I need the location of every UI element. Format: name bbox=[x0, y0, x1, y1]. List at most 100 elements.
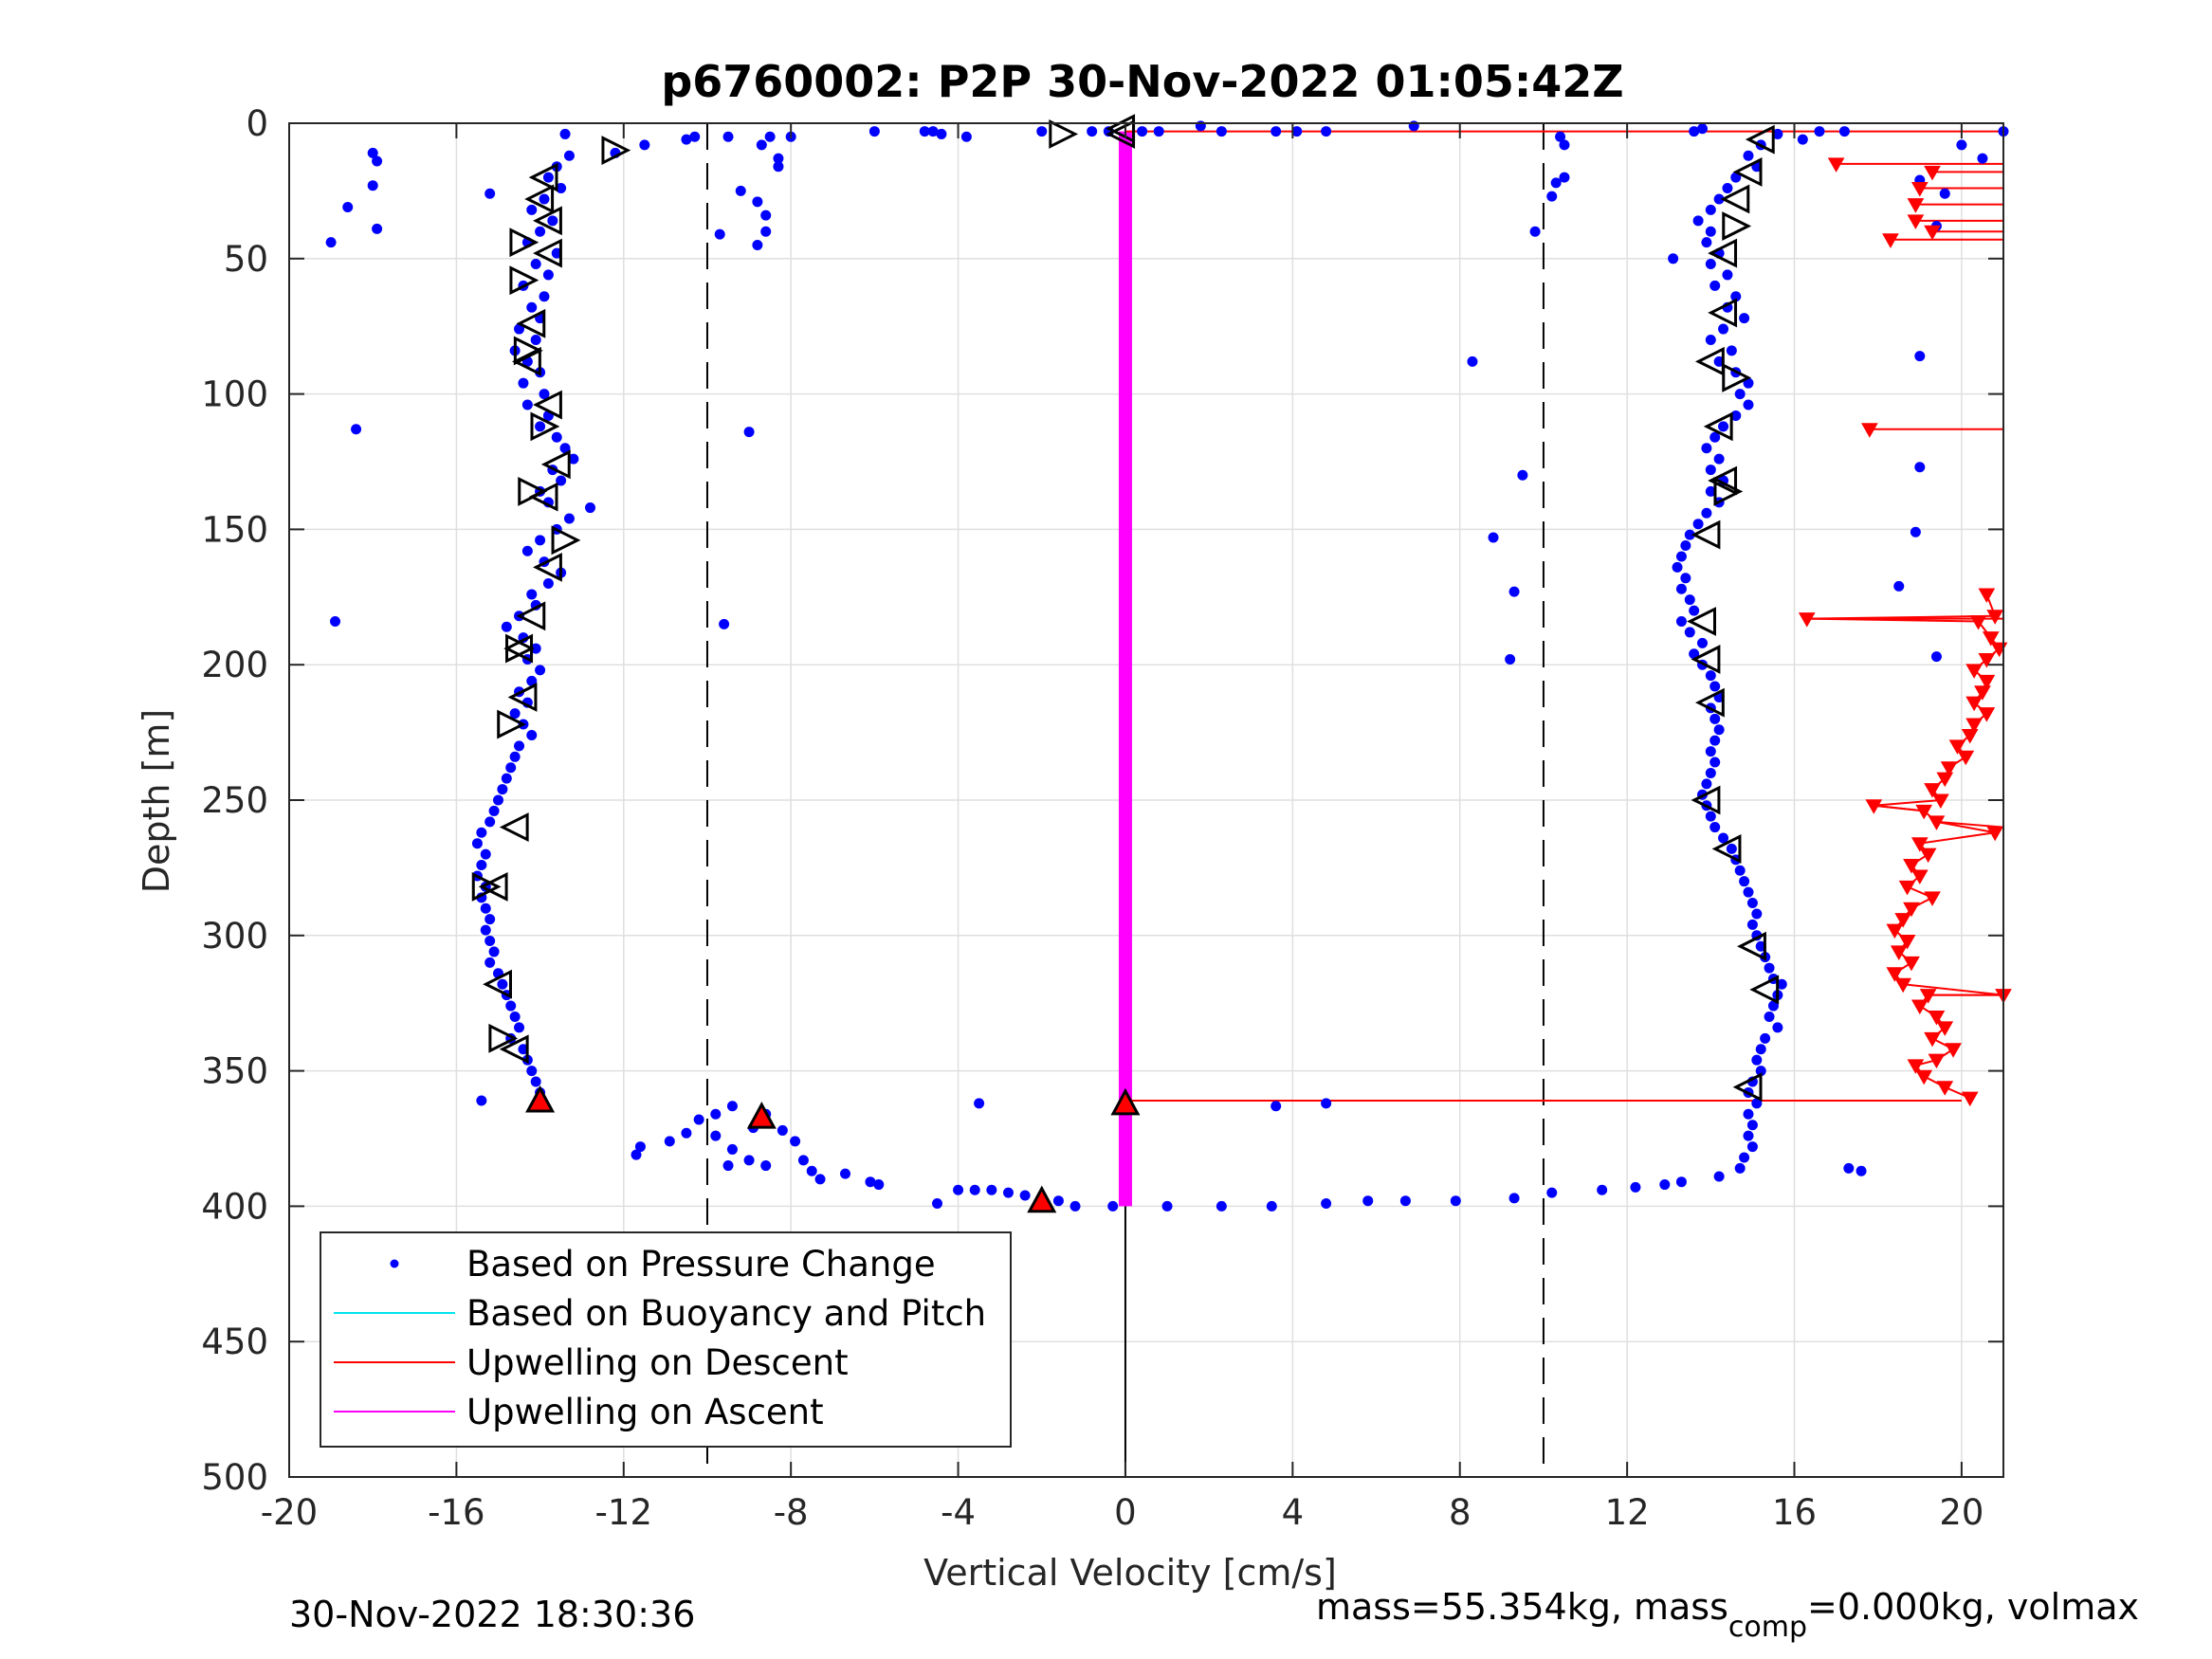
descent-marker bbox=[1903, 902, 1920, 918]
pressure-point bbox=[974, 1098, 985, 1109]
x-tick-label: 0 bbox=[1114, 1492, 1137, 1533]
triangle-up-marker bbox=[1027, 1185, 1057, 1213]
x-tick-label: -8 bbox=[774, 1492, 809, 1533]
descent-marker bbox=[1919, 989, 1937, 1004]
pressure-point bbox=[1052, 1195, 1064, 1207]
pressure-point bbox=[1705, 465, 1716, 476]
triangle-left-marker bbox=[533, 206, 562, 236]
upwelling-descent-markers bbox=[1798, 157, 2012, 1107]
pressure-point bbox=[1755, 1044, 1766, 1055]
pressure-point bbox=[1291, 126, 1303, 137]
descent-marker bbox=[1890, 945, 1908, 960]
pressure-point bbox=[542, 172, 554, 183]
pressure-point bbox=[585, 502, 596, 514]
pressure-point bbox=[1680, 573, 1691, 584]
triangle-right-marker bbox=[551, 525, 581, 556]
pressure-point bbox=[1746, 1141, 1758, 1153]
pressure-point bbox=[351, 424, 362, 435]
pressure-point bbox=[535, 535, 546, 546]
pressure-point bbox=[484, 957, 496, 968]
footer-timestamp: 30-Nov-2022 18:30:36 bbox=[289, 1594, 695, 1635]
descent-marker bbox=[1936, 1021, 1954, 1036]
descent-marker bbox=[1936, 772, 1954, 788]
triangle-right-marker bbox=[509, 265, 539, 296]
descent-marker bbox=[1965, 718, 1983, 734]
pressure-point bbox=[1684, 529, 1695, 540]
pressure-point bbox=[1508, 586, 1520, 597]
pressure-point bbox=[710, 1108, 722, 1120]
pressure-point bbox=[760, 210, 772, 221]
legend-entry-label: Based on Buoyancy and Pitch bbox=[466, 1293, 986, 1334]
pressure-point bbox=[1450, 1195, 1461, 1207]
x-tick-label: -12 bbox=[595, 1492, 652, 1533]
pressure-point bbox=[1546, 1187, 1558, 1198]
triangle-left-marker bbox=[1703, 411, 1733, 442]
descent-marker bbox=[1861, 423, 1878, 438]
triangle-left-marker bbox=[478, 871, 508, 902]
descent-marker bbox=[1910, 182, 1929, 197]
pressure-point bbox=[1701, 778, 1712, 790]
pressure-point bbox=[1705, 226, 1716, 237]
pressure-point bbox=[1107, 1200, 1119, 1212]
pressure-point bbox=[1893, 580, 1905, 592]
descent-marker bbox=[1915, 804, 1933, 820]
pressure-point bbox=[1722, 269, 1733, 281]
pressure-point bbox=[1743, 1130, 1754, 1141]
pressure-point bbox=[1684, 627, 1695, 638]
pressure-point bbox=[372, 155, 383, 167]
pressure-point bbox=[1709, 681, 1721, 692]
pressure-point bbox=[797, 1155, 809, 1166]
pressure-point bbox=[484, 914, 496, 925]
pressure-point bbox=[484, 188, 496, 199]
pressure-point bbox=[1751, 908, 1763, 920]
descent-marker bbox=[1928, 1010, 1946, 1026]
pressure-point bbox=[1696, 637, 1708, 648]
triangle-right-marker bbox=[1722, 211, 1752, 241]
pressure-point bbox=[752, 196, 763, 208]
pressure-point bbox=[1630, 1181, 1641, 1193]
descent-marker bbox=[1924, 165, 1941, 181]
x-tick-label: 12 bbox=[1605, 1492, 1650, 1533]
pressure-point bbox=[1559, 139, 1570, 151]
pressure-point bbox=[1743, 150, 1754, 161]
pressure-point bbox=[551, 431, 562, 443]
pressure-point bbox=[790, 1136, 801, 1147]
pressure-point bbox=[488, 946, 500, 957]
descent-marker bbox=[1898, 880, 1916, 896]
descent-marker bbox=[1986, 826, 2004, 842]
descent-marker bbox=[1974, 685, 1991, 701]
pressure-point bbox=[1722, 183, 1733, 194]
pressure-point bbox=[526, 301, 538, 313]
triangle-left-marker bbox=[524, 184, 555, 214]
descent-marker bbox=[1961, 1091, 1979, 1107]
pressure-point bbox=[1739, 876, 1750, 887]
pressure-point bbox=[1705, 767, 1716, 778]
triangle-up-marker bbox=[525, 1085, 556, 1113]
footer-mass-part-a: mass=55.354kg, mass bbox=[1316, 1586, 1728, 1628]
triangle-left-marker bbox=[1711, 833, 1742, 864]
pressure-point bbox=[722, 131, 734, 142]
pressure-point bbox=[1701, 443, 1712, 454]
pressure-point bbox=[1709, 757, 1721, 768]
triangle-left-marker bbox=[1694, 346, 1725, 376]
pressure-point bbox=[1730, 291, 1742, 302]
x-tick-label: 8 bbox=[1449, 1492, 1472, 1533]
footer-mass: mass=55.354kg, masscomp=0.000kg, volmax bbox=[1316, 1586, 2139, 1644]
legend-entry-label: Upwelling on Descent bbox=[466, 1342, 849, 1383]
pressure-point bbox=[1675, 583, 1687, 594]
triangle-left-marker bbox=[499, 812, 529, 842]
descent-connector bbox=[1874, 799, 1941, 807]
triangle-up-marker bbox=[1110, 1087, 1141, 1116]
pressure-point bbox=[542, 269, 554, 281]
pressure-point bbox=[743, 427, 755, 438]
pressure-point bbox=[480, 924, 491, 936]
pressure-point bbox=[773, 153, 784, 164]
pressure-point bbox=[1696, 123, 1708, 135]
pressure-point bbox=[735, 185, 746, 196]
triangle-left-marker bbox=[528, 162, 558, 192]
pressure-point bbox=[509, 751, 521, 762]
pressure-point bbox=[1713, 453, 1725, 465]
pressure-point bbox=[1726, 345, 1737, 356]
pressure-point bbox=[1772, 1022, 1783, 1033]
descent-marker bbox=[1928, 815, 1946, 830]
